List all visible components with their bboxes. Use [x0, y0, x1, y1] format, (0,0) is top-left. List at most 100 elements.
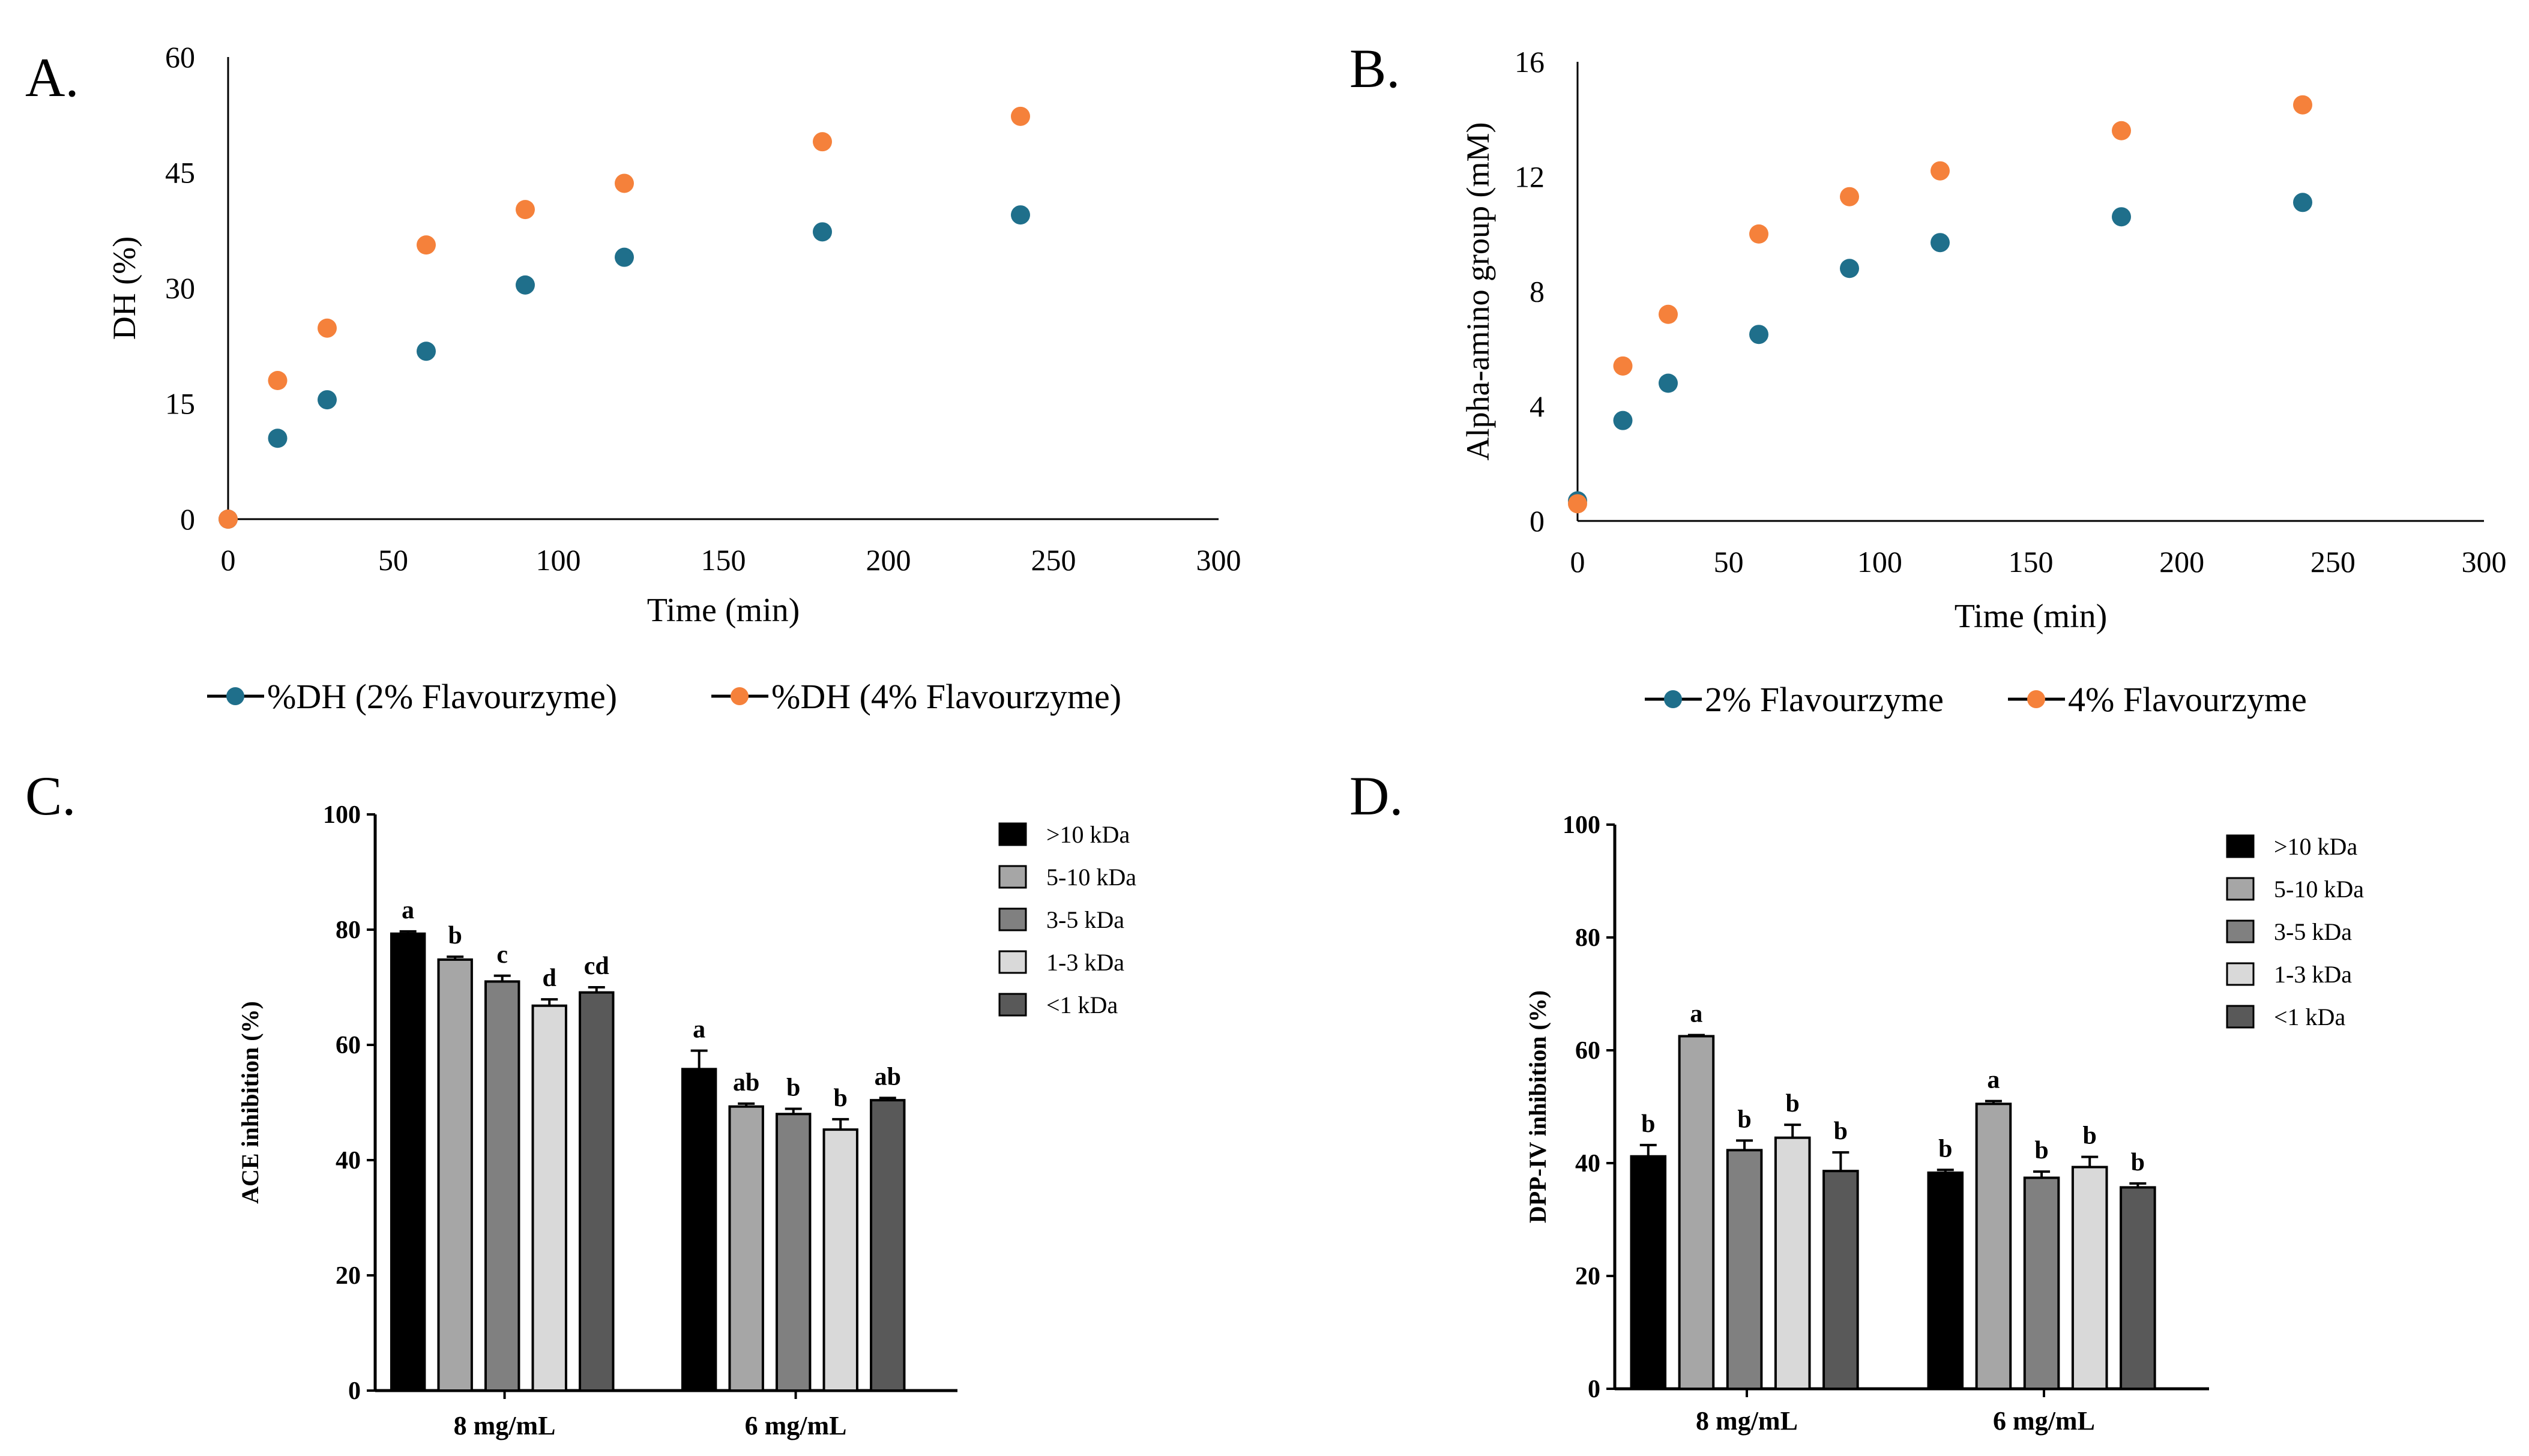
y-tick-label: 0 [1530, 504, 1545, 538]
data-point-series-1 [2293, 193, 2312, 212]
y-tick-label: 60 [1575, 1037, 1600, 1065]
significance-letter: b [2034, 1137, 2048, 1164]
significance-letter: cd [584, 952, 609, 980]
data-point-series-1 [813, 222, 832, 242]
x-tick-label: 250 [1031, 543, 1076, 577]
bar-group-2 [2071, 1166, 2108, 1390]
data-point-series-2 [268, 371, 288, 390]
y-tick-label: 16 [1515, 45, 1545, 79]
significance-letter: b [2131, 1149, 2145, 1176]
data-point-series-2 [1749, 224, 1768, 244]
legend-swatch [2226, 1005, 2255, 1029]
legend-marker [2027, 690, 2045, 708]
data-point-series-1 [1749, 325, 1768, 344]
x-axis-label: Time (min) [647, 592, 800, 629]
legend-label: 2% Flavourzyme [1705, 680, 1944, 719]
x-tick-label: 200 [2159, 545, 2204, 579]
y-tick-label: 20 [336, 1262, 361, 1290]
bar-group-1 [579, 991, 615, 1392]
legend-swatch [998, 993, 1027, 1017]
bar-group-1 [484, 980, 520, 1392]
y-axis-label: DH (%) [106, 236, 142, 340]
data-point-series-2 [1931, 161, 1950, 181]
y-tick-label: 45 [165, 156, 195, 190]
legend-label: 5-10 kDa [1046, 864, 1136, 891]
significance-letter: b [448, 922, 462, 949]
legend-swatch [2226, 962, 2255, 986]
data-point-series-2 [2112, 121, 2131, 140]
legend-swatch [998, 865, 1027, 889]
y-tick-label: 100 [1563, 811, 1600, 839]
legend-label: 3-5 kDa [2274, 918, 2352, 945]
y-tick-label: 0 [1588, 1376, 1600, 1403]
significance-letter: c [496, 941, 508, 969]
legend-label: 1-3 kDa [1046, 949, 1124, 976]
data-point-series-2 [2293, 95, 2312, 115]
x-tick-label: 0 [221, 543, 236, 577]
bar-group-1 [1822, 1170, 1859, 1391]
bar-group-1 [437, 958, 473, 1392]
y-axis-label: DPP-IV inhibition (%) [1524, 990, 1551, 1223]
y-tick-label: 0 [180, 502, 195, 536]
x-tick-label: 100 [1857, 545, 1902, 579]
y-tick-label: 80 [1575, 924, 1600, 952]
bar-group-1 [1774, 1136, 1811, 1390]
y-tick-label: 12 [1515, 160, 1545, 193]
legend-label: 1-3 kDa [2274, 961, 2352, 988]
panel-label: B. [1349, 38, 1400, 99]
y-axis-label: Alpha-amino group (mM) [1460, 122, 1496, 461]
significance-letter: a [693, 1016, 705, 1044]
legend-swatch [2226, 877, 2255, 901]
bar-group-2 [1975, 1103, 2012, 1391]
y-tick-label: 4 [1530, 390, 1545, 423]
significance-letter: b [1786, 1090, 1800, 1118]
data-point-series-1 [1613, 411, 1633, 430]
bar-group-2 [681, 1068, 717, 1392]
x-tick-label: 50 [378, 543, 408, 577]
legend-swatch [998, 822, 1027, 846]
data-point-series-1 [1840, 259, 1859, 278]
x-tick-label: 300 [1196, 543, 1241, 577]
y-tick-label: 100 [323, 801, 361, 829]
x-tick-label: 100 [536, 543, 581, 577]
significance-letter: b [1938, 1135, 1952, 1163]
data-point-series-1 [1011, 205, 1030, 225]
legend-label: 3-5 kDa [1046, 906, 1124, 933]
data-point-series-1 [268, 429, 288, 448]
data-point-series-2 [219, 510, 238, 529]
significance-letter: b [1641, 1110, 1655, 1138]
x-category-label: 6 mg/mL [745, 1411, 847, 1440]
legend-marker [731, 687, 749, 705]
significance-letter: d [543, 964, 556, 992]
y-tick-label: 40 [1575, 1150, 1600, 1178]
legend-swatch [2226, 834, 2255, 858]
x-axis-label: Time (min) [1955, 598, 2108, 635]
x-tick-label: 250 [2310, 545, 2356, 579]
significance-letter: a [1690, 1000, 1702, 1028]
legend-marker [1664, 690, 1682, 708]
y-tick-label: 20 [1575, 1263, 1600, 1290]
data-point-series-1 [417, 341, 436, 361]
data-point-series-2 [1568, 494, 1587, 514]
significance-letter: b [1834, 1118, 1848, 1145]
bar-group-2 [728, 1105, 764, 1392]
legend-label: %DH (4% Flavourzyme) [771, 677, 1121, 716]
y-tick-label: 30 [165, 271, 195, 305]
data-point-series-2 [1659, 304, 1678, 324]
data-point-series-1 [2112, 207, 2131, 227]
y-tick-label: 15 [165, 387, 195, 421]
y-tick-label: 0 [348, 1377, 361, 1405]
data-point-series-2 [417, 235, 436, 255]
data-point-series-2 [1840, 187, 1859, 206]
chart-panel-2: B. 0 4 8 12 16 Alpha-amino group (mM) 0 50 100 150… [1349, 38, 2507, 719]
data-point-series-2 [1613, 356, 1633, 376]
x-category-label: 6 mg/mL [1993, 1406, 2095, 1436]
data-point-series-1 [1659, 373, 1678, 393]
x-tick-label: 150 [701, 543, 746, 577]
bar-group-1 [531, 1004, 567, 1392]
significance-letter: ab [733, 1069, 759, 1097]
data-point-series-2 [318, 318, 337, 338]
legend-label: >10 kDa [2274, 833, 2357, 860]
bar-group-2 [2023, 1176, 2060, 1390]
